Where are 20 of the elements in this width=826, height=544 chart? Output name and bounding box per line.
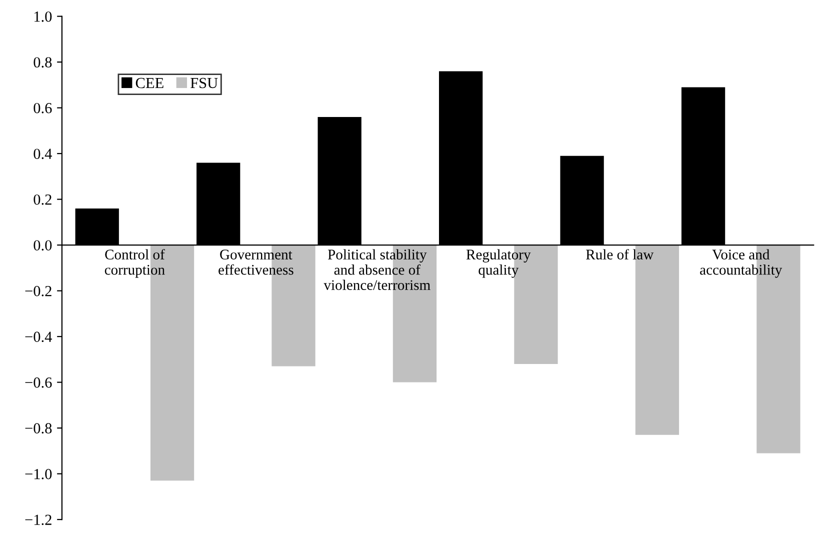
y-tick-label: −0.8 — [25, 423, 52, 434]
y-tick-label: 0.8 — [34, 57, 52, 68]
y-tick-label: −1.2 — [25, 514, 52, 526]
x-tick-label: Government effectiveness — [218, 250, 294, 275]
x-tick-label: Regulatory quality — [466, 249, 531, 278]
y-tick-label: 1.0 — [34, 11, 52, 22]
y-tick-label: −1.0 — [25, 468, 52, 480]
y-tick-label: −0.4 — [25, 332, 52, 342]
y-tick-label: −0.6 — [25, 377, 52, 388]
x-tick-label: Voice and accountability — [700, 249, 782, 278]
x-tick-label: Control of corruption — [104, 249, 165, 278]
y-tick-label: 0.4 — [34, 148, 52, 160]
x-tick-label: Political stability and absence of violence/terrorism — [324, 249, 430, 290]
x-tick-label: Rule of law — [586, 249, 654, 260]
legend-label: CEE — [136, 78, 164, 88]
y-tick-label: 0.2 — [34, 194, 52, 205]
y-tick-label: 0.0 — [34, 240, 52, 251]
legend-label: FSU — [190, 78, 218, 88]
y-tick-label: −0.2 — [25, 286, 52, 296]
y-tick-label: 0.6 — [34, 102, 52, 114]
